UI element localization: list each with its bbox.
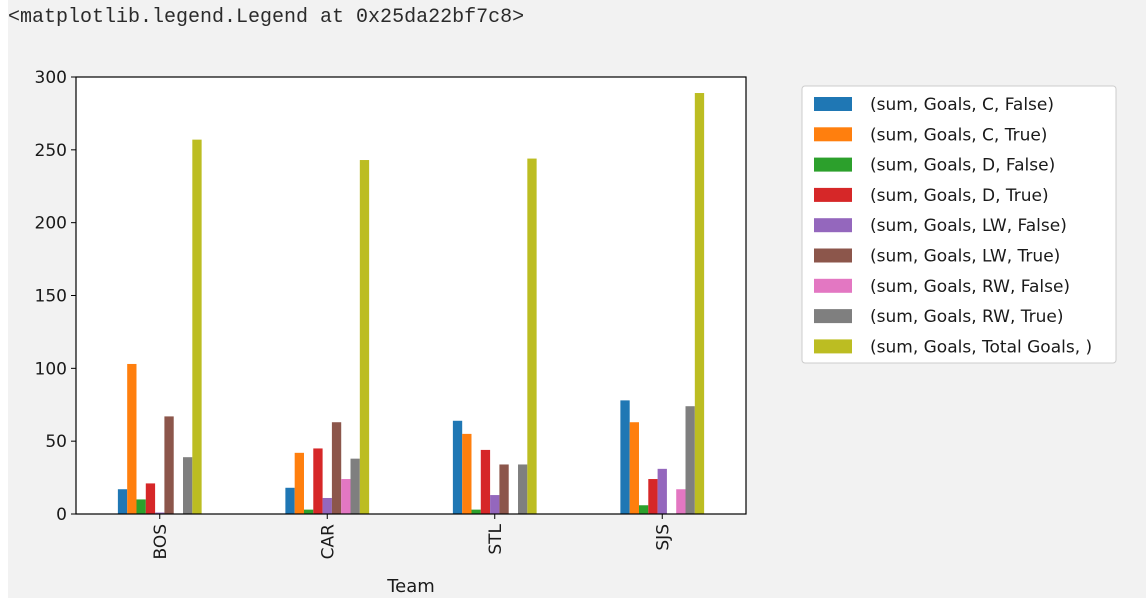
bar-bos-series-6 — [164, 416, 174, 514]
bar-car-series-9 — [359, 160, 370, 514]
legend-swatch — [814, 339, 852, 354]
x-tick-label: CAR — [318, 524, 338, 559]
bar-bos-series-4 — [145, 483, 156, 514]
y-tick-label: 200 — [35, 214, 67, 234]
bar-car-series-2 — [294, 452, 304, 514]
y-tick-label: 50 — [45, 432, 67, 452]
bar-sjs-series-8 — [685, 406, 695, 514]
bar-bos-series-3 — [136, 499, 146, 514]
bar-bos-series-2 — [127, 363, 137, 514]
x-tick-label: BOS — [151, 524, 171, 560]
plot-area — [76, 77, 746, 514]
bar-sjs-series-4 — [648, 479, 658, 514]
legend-frame — [801, 85, 1117, 364]
legend-label: (sum, Goals, Total Goals, ) — [870, 337, 1092, 357]
legend: (sum, Goals, C, False) (sum, Goals, C, Tr… — [801, 85, 1117, 364]
y-tick-label: 0 — [56, 505, 67, 525]
y-tick-label: 250 — [35, 141, 67, 161]
bar-stl-series-4 — [480, 449, 491, 514]
legend-label: (sum, Goals, D, True) — [870, 186, 1049, 206]
y-tick-label: 300 — [35, 68, 67, 88]
bar-stl-series-9 — [527, 158, 537, 514]
legend-swatch — [814, 157, 852, 172]
bar-group — [117, 93, 705, 515]
x-tick-label: STL — [486, 523, 506, 554]
legend-swatch — [814, 278, 852, 293]
legend-swatch — [814, 309, 852, 324]
y-tick-label: 150 — [35, 287, 67, 307]
legend-swatch — [814, 218, 852, 233]
bar-sjs-series-9 — [694, 93, 705, 515]
legend-repr-text: <matplotlib.legend.Legend at 0x25da22bf7… — [8, 6, 525, 29]
x-axis: BOS CAR STL SJS — [151, 514, 673, 560]
legend-swatch — [814, 127, 852, 142]
bar-stl-series-3 — [471, 509, 481, 514]
output-cell: <matplotlib.legend.Legend at 0x25da22bf7… — [8, 0, 1146, 598]
legend-swatch — [814, 248, 852, 263]
bar-stl-series-5 — [490, 495, 500, 514]
legend-swatch — [814, 97, 852, 111]
bar-bos-series-9 — [192, 139, 202, 514]
bar-sjs-series-3 — [638, 505, 649, 514]
bar-car-series-6 — [331, 422, 342, 514]
bar-sjs-series-5 — [657, 468, 667, 514]
bar-stl-series-1 — [452, 420, 463, 514]
bar-stl-series-2 — [462, 433, 472, 514]
legend-label: (sum, Goals, LW, False) — [870, 216, 1067, 236]
bar-sjs-series-2 — [629, 422, 639, 514]
x-axis-title: Team — [386, 576, 435, 597]
bar-sjs-series-1 — [620, 400, 630, 514]
legend-label: (sum, Goals, C, False) — [870, 95, 1054, 115]
bar-chart: 0 50 100 150 200 250 300 BOS CAR STL SJS Team (su… — [35, 68, 1117, 597]
bar-bos-series-5 — [155, 512, 165, 514]
bar-sjs-series-7 — [676, 489, 686, 514]
legend-label: (sum, Goals, LW, True) — [870, 247, 1060, 267]
bar-car-series-8 — [350, 458, 360, 514]
y-axis: 0 50 100 150 200 250 300 — [35, 68, 76, 525]
bar-bos-series-1 — [117, 489, 128, 514]
legend-label: (sum, Goals, RW, False) — [870, 277, 1070, 297]
bar-stl-series-8 — [518, 464, 528, 514]
bar-car-series-4 — [313, 448, 323, 514]
legend-swatch — [814, 187, 852, 202]
legend-label: (sum, Goals, D, False) — [870, 156, 1055, 176]
bar-car-series-7 — [341, 479, 351, 514]
y-tick-label: 100 — [35, 359, 67, 379]
legend-label: (sum, Goals, RW, True) — [870, 307, 1064, 327]
bar-car-series-5 — [322, 497, 332, 514]
bar-stl-series-6 — [499, 464, 509, 514]
bar-bos-series-8 — [183, 457, 193, 514]
legend-label: (sum, Goals, C, True) — [870, 125, 1047, 145]
bar-car-series-1 — [285, 487, 295, 514]
x-tick-label: SJS — [653, 524, 673, 551]
bar-car-series-3 — [303, 509, 314, 514]
